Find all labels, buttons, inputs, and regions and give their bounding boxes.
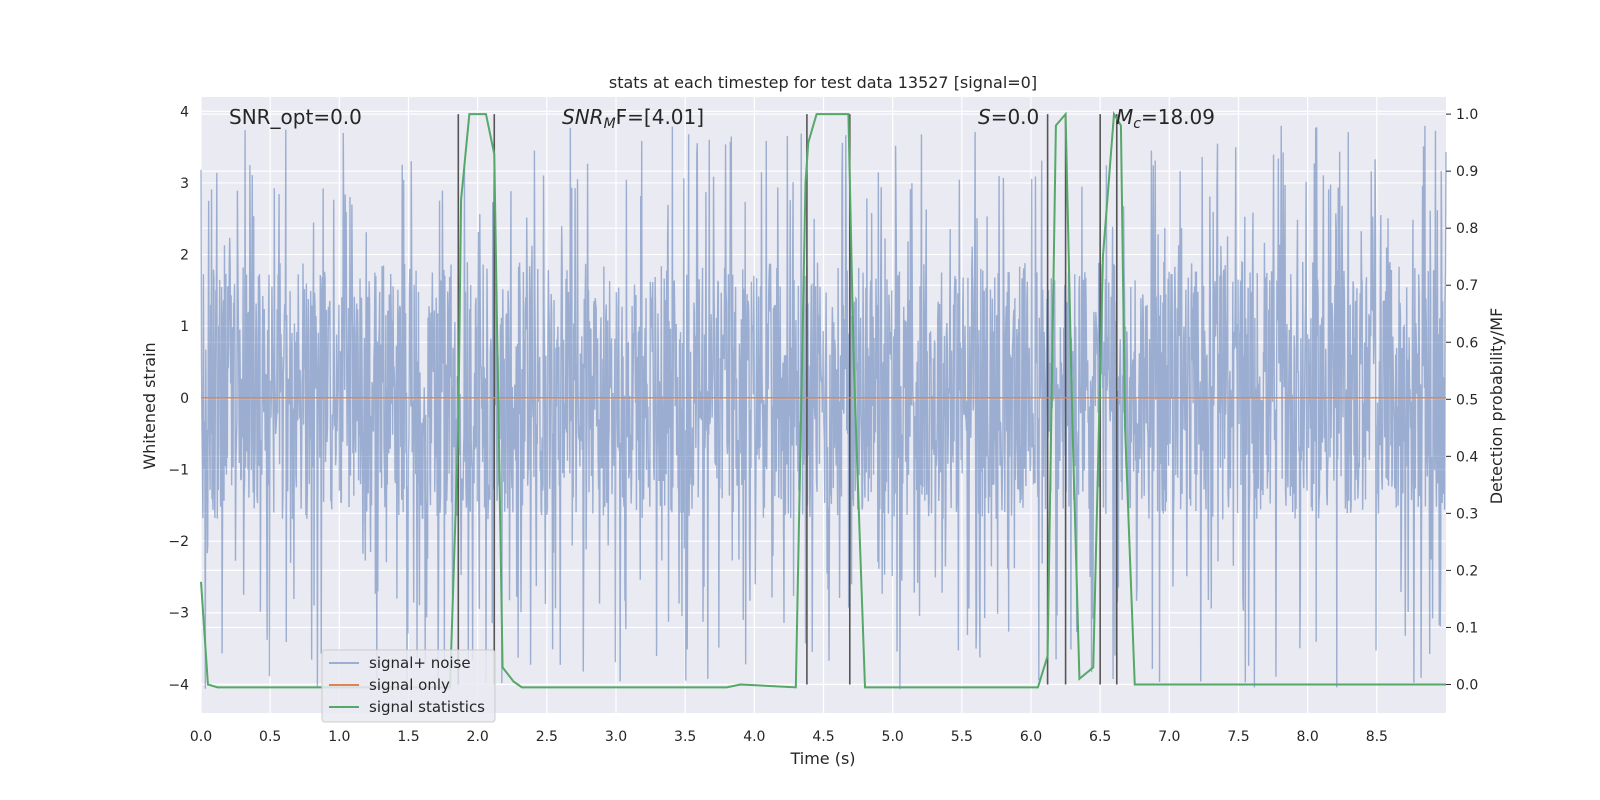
- y-right-tick-label: 0.0: [1456, 677, 1478, 693]
- x-axis-ticks: 0.0 0.5 1.0 1.5 2.0 2.5 3.0 3.5 4.0 4.5 5.0 5.5 6.0 6…: [190, 729, 1388, 745]
- y-right-tick-label: 0.1: [1456, 620, 1478, 636]
- y-tick-label: 1: [180, 319, 189, 335]
- x-tick-label: 6.0: [1020, 729, 1042, 745]
- event-lines: [457, 114, 1118, 685]
- annotation-snr-mf: SNRMF=[4.01]: [562, 105, 704, 132]
- y-right-tick-label: 0.6: [1456, 335, 1478, 351]
- x-tick-label: 0.0: [190, 729, 212, 745]
- y-right-tick-label: 0.3: [1456, 506, 1478, 522]
- legend-box: [321, 649, 496, 723]
- snr-mf-name: SNR: [562, 105, 604, 129]
- legend-label-signal-statistics: signal statistics: [369, 698, 485, 716]
- x-tick-label: 8.5: [1366, 729, 1388, 745]
- x-tick-label: 6.5: [1089, 729, 1111, 745]
- x-tick-label: 5.0: [882, 729, 904, 745]
- series-signal-statistics: [200, 110, 1446, 689]
- y-tick-label: −4: [168, 677, 189, 693]
- x-tick-label: 8.0: [1297, 729, 1319, 745]
- signal-plus-noise-line: [200, 125, 1447, 690]
- snr-mf-rest: F=[4.01]: [616, 105, 704, 129]
- y-tick-label: 2: [180, 248, 189, 264]
- y-tick-label: −3: [168, 606, 189, 622]
- annotation-mc: Mc=18.09: [1116, 105, 1215, 132]
- y-right-tick-label: 1.0: [1456, 107, 1478, 123]
- y-tick-label: 0: [180, 391, 189, 407]
- x-tick-label: 2.5: [536, 729, 558, 745]
- x-tick-label: 3.0: [605, 729, 627, 745]
- x-tick-label: 1.0: [328, 729, 350, 745]
- legend: signal+ noise signal only signal statist…: [321, 649, 496, 723]
- x-axis-label: Time (s): [789, 749, 855, 768]
- y-right-tick-label: 0.9: [1456, 164, 1478, 180]
- x-tick-label: 4.0: [743, 729, 765, 745]
- mc-subscript: c: [1133, 116, 1141, 132]
- y-right-tick-label: 0.7: [1456, 278, 1478, 294]
- mc-name: M: [1116, 105, 1133, 129]
- signal-statistics-line: [200, 110, 1446, 689]
- y-axis-ticks: 4 3 2 1 0 −1 −2 −3 −4: [168, 104, 189, 693]
- s-rest: =0.0: [991, 105, 1040, 129]
- x-tick-label: 2.0: [467, 729, 489, 745]
- x-tick-label: 7.5: [1227, 729, 1249, 745]
- legend-label-signal-plus-noise: signal+ noise: [369, 654, 471, 672]
- y-tick-label: −2: [168, 534, 189, 550]
- chart-title: stats at each timestep for test data 135…: [609, 73, 1037, 92]
- x-tick-label: 5.5: [951, 729, 973, 745]
- snr-mf-subscript: M: [604, 116, 616, 132]
- x-tick-label: 3.5: [674, 729, 696, 745]
- series-signal-plus-noise: [200, 125, 1447, 690]
- annotation-s: S=0.0: [978, 105, 1039, 129]
- x-tick-label: 4.5: [812, 729, 834, 745]
- y-axis-label: Whitened strain: [140, 342, 159, 469]
- y-right-tick-label: 0.2: [1456, 563, 1478, 579]
- y-right-axis-ticks: 1.0 0.9 0.8 0.7 0.6 0.5 0.4 0.3 0.2 0.1 0.0: [1446, 107, 1478, 693]
- y-tick-label: 3: [180, 176, 189, 192]
- x-tick-label: 7.0: [1158, 729, 1180, 745]
- y-right-tick-label: 0.5: [1456, 392, 1478, 408]
- x-tick-label: 0.5: [259, 729, 281, 745]
- x-tick-label: 1.5: [397, 729, 419, 745]
- y-right-tick-label: 0.8: [1456, 221, 1478, 237]
- y-tick-label: 4: [180, 104, 189, 120]
- y-right-tick-label: 0.4: [1456, 449, 1478, 465]
- legend-label-signal-only: signal only: [369, 676, 450, 694]
- mc-rest: =18.09: [1141, 105, 1215, 129]
- y-tick-label: −1: [168, 462, 189, 478]
- y-right-axis-label: Detection probability/MF: [1487, 308, 1506, 505]
- annotation-snr-opt: SNR_opt=0.0: [229, 105, 362, 129]
- s-name: S: [978, 105, 991, 129]
